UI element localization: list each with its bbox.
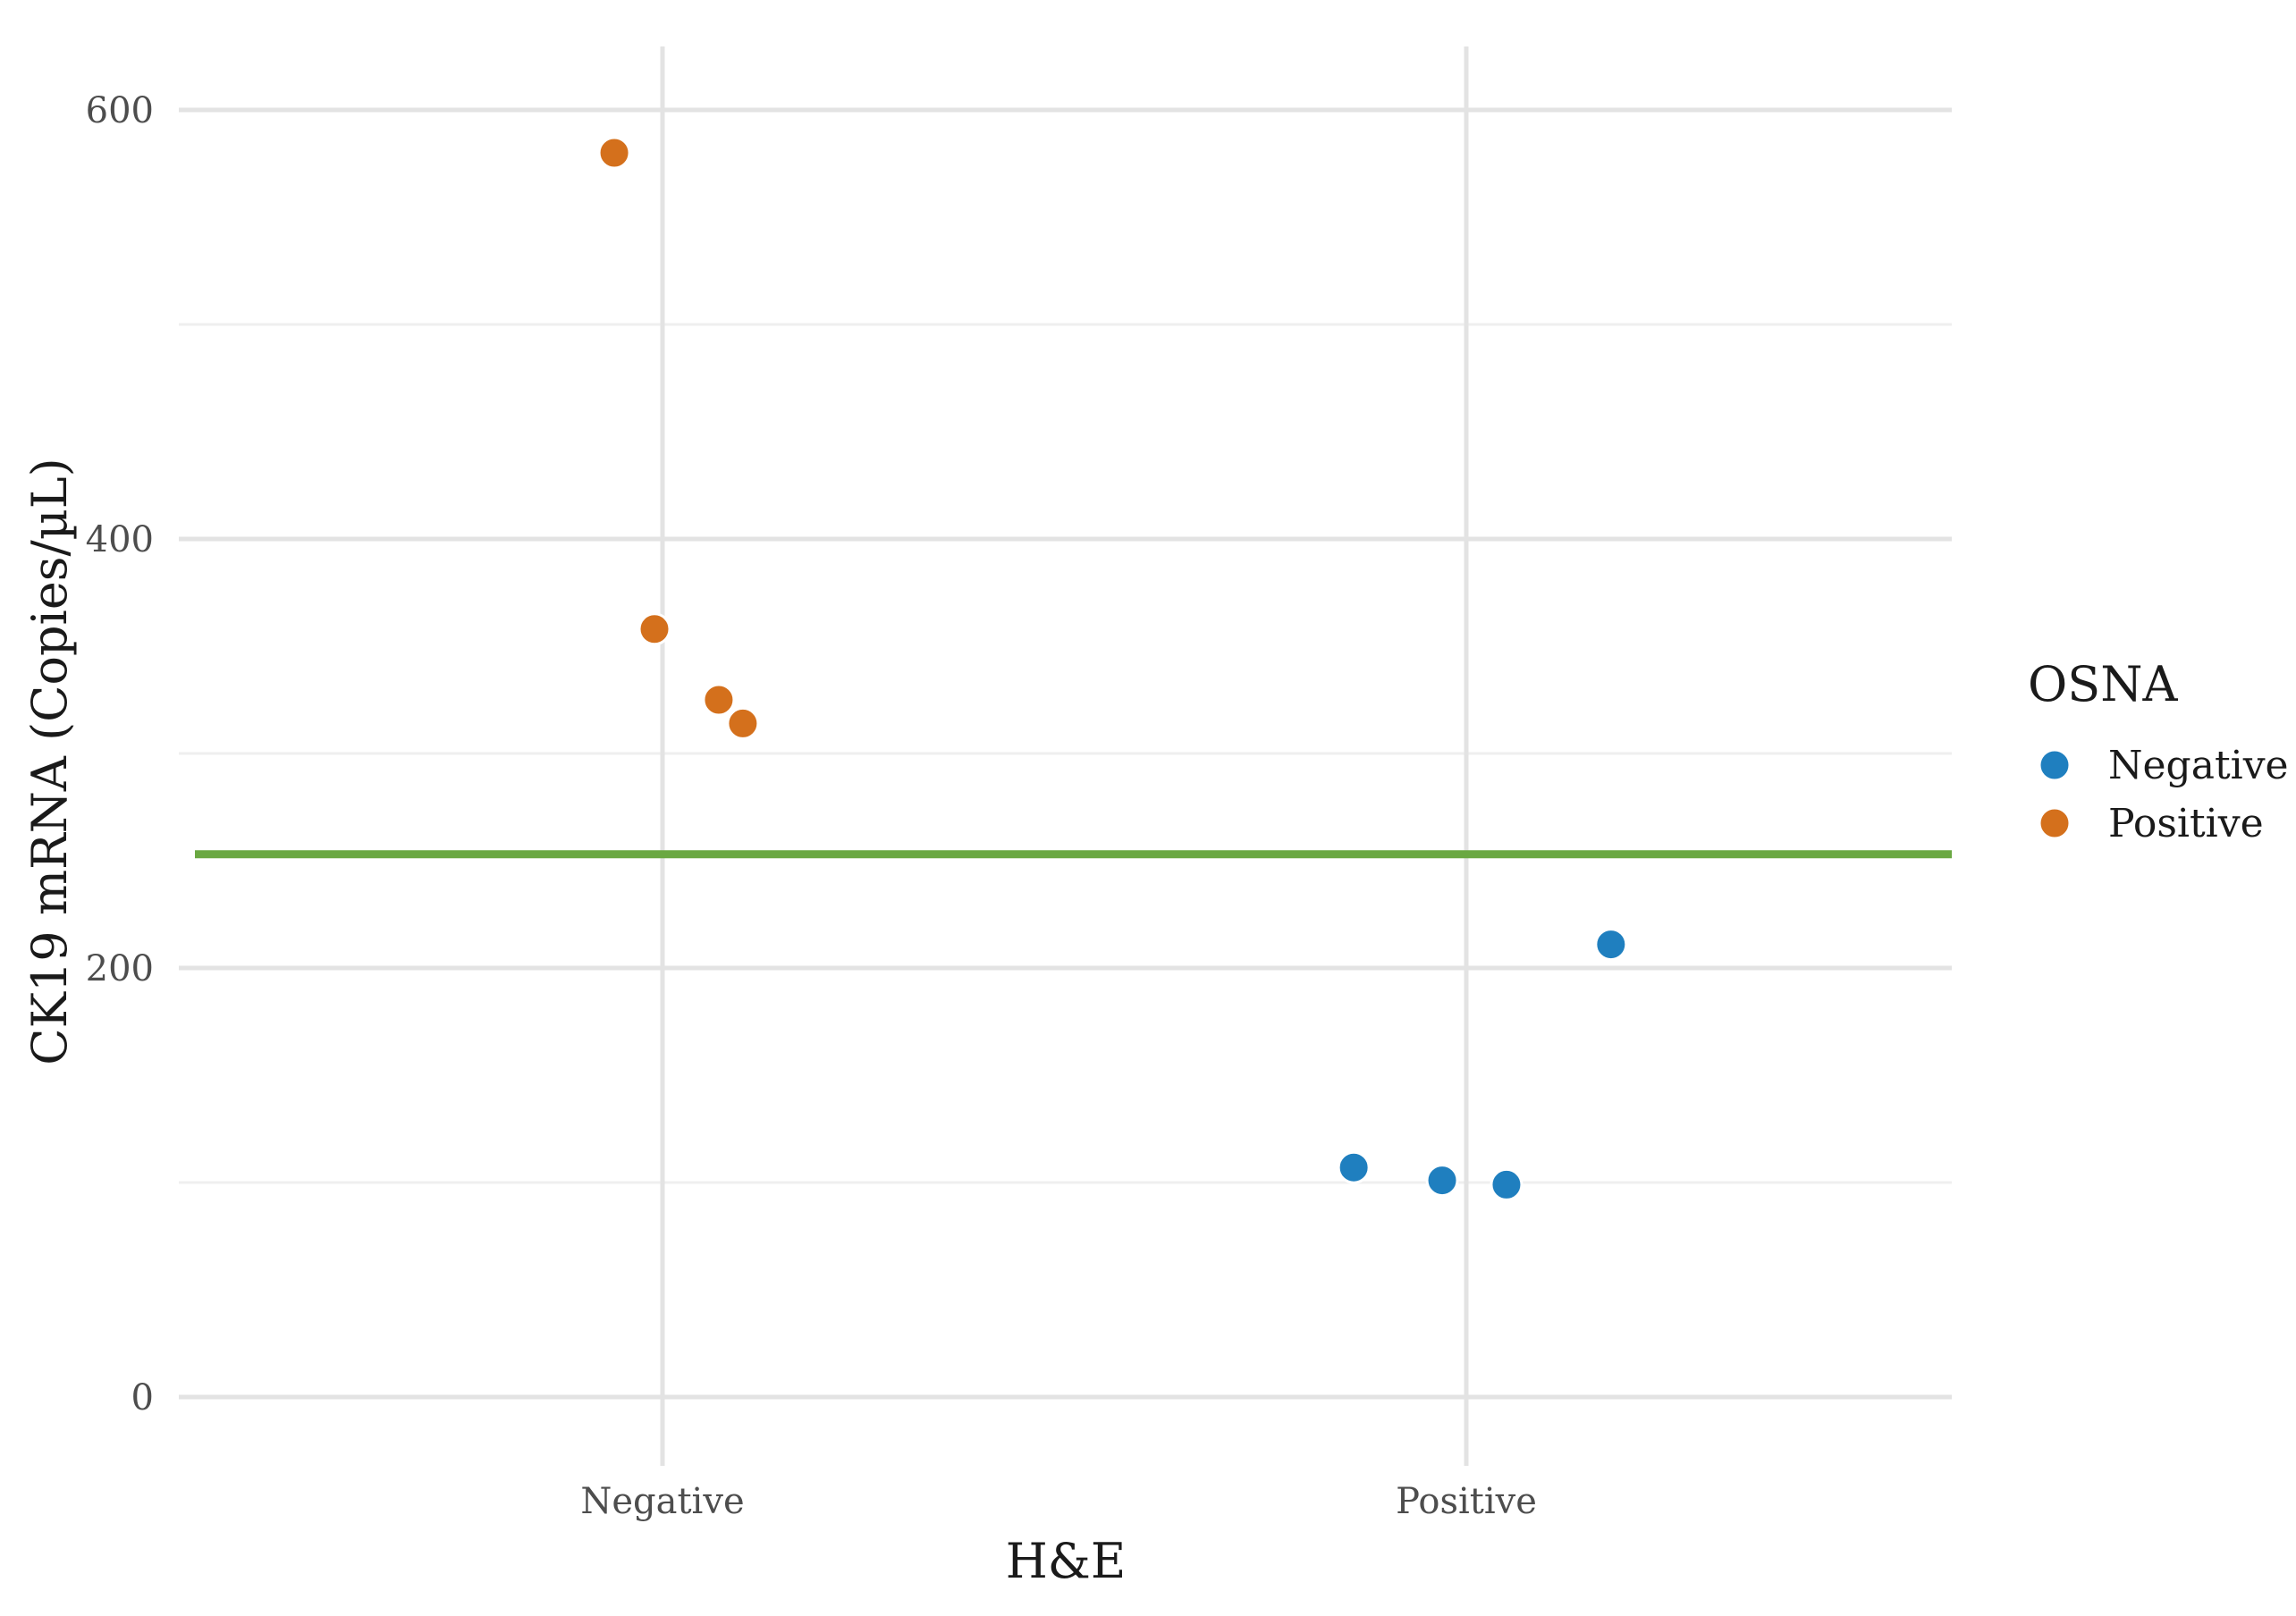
grid (179, 46, 1952, 1466)
x-tick-label: Negative (580, 1481, 744, 1522)
legend: OSNA Negative Positive (2028, 656, 2289, 846)
data-point-negative (1490, 1167, 1524, 1201)
y-tick-label: 600 (86, 90, 154, 131)
x-axis-title: H&E (1006, 1533, 1127, 1589)
y-tick-label: 0 (131, 1377, 154, 1418)
legend-key-negative (2038, 748, 2072, 782)
data-point-negative (1337, 1150, 1371, 1184)
data-point-positive (637, 612, 671, 646)
legend-title: OSNA (2028, 656, 2179, 712)
data-points (597, 136, 1628, 1201)
y-axis-title: CK19 mRNA (Copies/µL) (21, 458, 78, 1065)
y-tick-label: 400 (86, 519, 154, 560)
legend-label-negative: Negative (2108, 743, 2289, 788)
data-point-positive (597, 136, 631, 170)
legend-entries: Negative Positive (2038, 743, 2289, 846)
data-point-positive (726, 706, 760, 740)
data-point-positive (702, 683, 736, 717)
y-axis-ticks: 0 200 400 600 (86, 90, 154, 1418)
data-point-negative (1425, 1164, 1459, 1198)
x-axis-ticks: Negative Positive (580, 1481, 1537, 1522)
legend-key-positive (2038, 806, 2072, 840)
x-tick-label: Positive (1396, 1481, 1537, 1522)
legend-label-positive: Positive (2108, 801, 2264, 846)
y-tick-label: 200 (86, 948, 154, 989)
data-point-negative (1594, 928, 1628, 962)
